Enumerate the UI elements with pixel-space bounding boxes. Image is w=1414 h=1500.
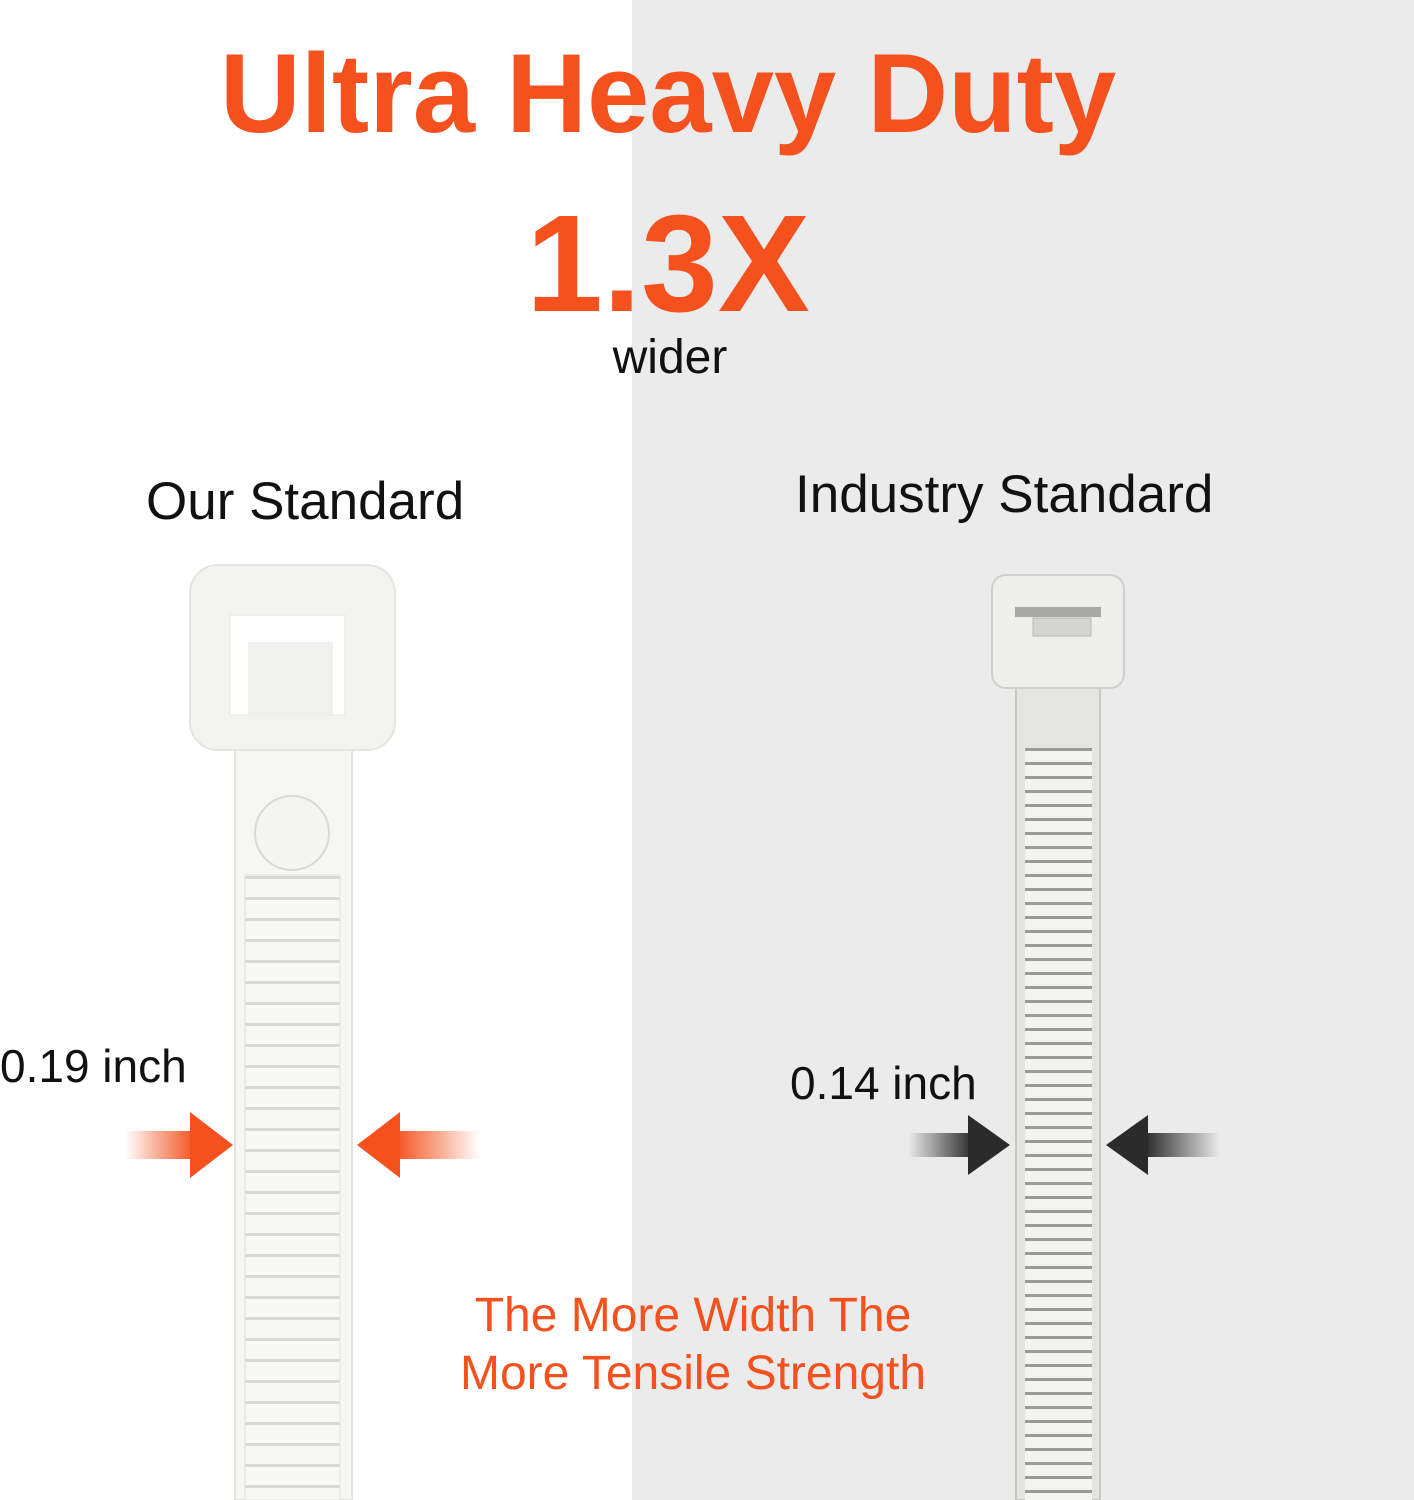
industry-standard-cable-tie	[991, 574, 1125, 1500]
tagline-line-1: The More Width The	[474, 1289, 912, 1342]
our-standard-cable-tie	[189, 564, 396, 1500]
multiplier-caption: wider	[612, 331, 728, 384]
industry-width-label: 0.14 inch	[790, 1057, 977, 1109]
our-standard-label: Our Standard	[146, 472, 465, 531]
tagline-line-2: More Tensile Strength	[459, 1347, 927, 1400]
headline: Ultra Heavy Duty	[219, 31, 1117, 156]
our-width-label: 0.19 inch	[0, 1040, 187, 1092]
multiplier: 1.3X	[526, 187, 810, 341]
right-width-arrow-in	[908, 1115, 1010, 1175]
left-width-arrow-in	[125, 1112, 233, 1178]
left-width-arrow-out	[357, 1112, 480, 1178]
right-width-arrow-out	[1106, 1115, 1220, 1175]
industry-standard-label: Industry Standard	[795, 465, 1214, 524]
